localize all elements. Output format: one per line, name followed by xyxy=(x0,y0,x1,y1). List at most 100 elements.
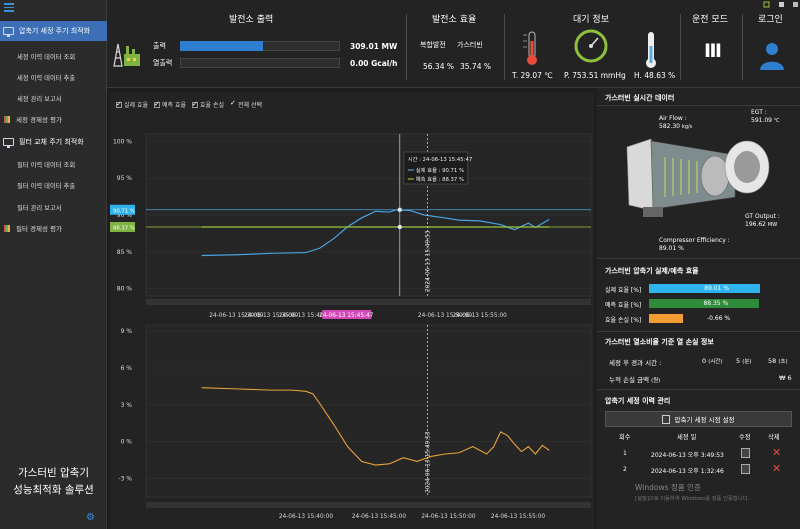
chart-2-y-tick: 0 % xyxy=(121,439,133,446)
humidity-icon xyxy=(646,32,656,68)
eff-row-bar xyxy=(649,314,683,323)
close-icon[interactable] xyxy=(792,1,799,8)
nav-item-wash-economics[interactable]: 세정 경제성 평가 xyxy=(4,114,62,124)
eff-row-bar xyxy=(649,299,760,308)
chart-2-x-tick: 24-06-13 15:55:00 xyxy=(491,514,546,520)
nav-item-wash-history-export[interactable]: 세정 이력 데이터 추출 xyxy=(17,75,76,82)
row-2-edit-icon[interactable] xyxy=(741,464,750,474)
nav-item-wash-history-view[interactable]: 세정 이력 데이터 조회 xyxy=(17,54,76,61)
series-toggle-row: 실제 효율 예측 효율 효율 손실 전체 선택 xyxy=(116,99,262,110)
eff-cc-label: 복합발전 xyxy=(420,41,446,49)
header-divider xyxy=(406,14,407,80)
heat-output-label: 열출력 xyxy=(153,59,173,67)
chart-1-y-marker-predict: 88.37 % xyxy=(113,226,135,232)
section-divider xyxy=(597,331,800,332)
cumulative-loss-value: ₩ 6 xyxy=(779,374,792,382)
brand-title: 가스터빈 압축기 성능최적화 솔루션 xyxy=(0,465,107,499)
chart-1-x-tick: 24-06-13 15:35:00 xyxy=(244,313,299,319)
menu-icon[interactable] xyxy=(4,3,14,12)
elapsed-label: 세정 후 경과 시간 : xyxy=(609,359,662,367)
eff-row-label: 예측 효율 [%] xyxy=(605,302,642,309)
chart-1-x-marker: 24-06-13 15:45:47 xyxy=(319,313,374,319)
nav-item-label: 세정 경제성 평가 xyxy=(16,116,62,124)
mode-value: Ⅲ xyxy=(704,40,722,62)
chart-1-x-tick: 24-06-13 15:55:00 xyxy=(453,313,508,319)
nav-group-compressor-wash[interactable]: 압축기 세정 주기 최적화 xyxy=(0,21,107,41)
egt-label: EGT : 591.09 ℃ xyxy=(751,109,780,124)
thermometer-icon xyxy=(523,31,537,65)
realtime-title: 가스터빈 실시간 데이터 xyxy=(605,94,675,102)
chart-2-y-tick: -3 % xyxy=(118,476,132,483)
row-2-date: 2024-06-13 오후 1:32:46 xyxy=(651,468,724,475)
chart-1-x-tick: 24-06-13 15:40:00 xyxy=(279,313,334,319)
nav-item-filter-history-export[interactable]: 필터 이력 데이터 추출 xyxy=(17,183,76,190)
chart-2-y-tick: 6 % xyxy=(121,365,133,372)
minimize-icon[interactable] xyxy=(763,1,770,8)
chart-2-scrollbar xyxy=(146,502,591,508)
checkbox-efficiency-loss[interactable]: 효율 손실 xyxy=(192,100,224,109)
series-actual-efficiency xyxy=(201,209,550,257)
chart-2-y-tick: 9 % xyxy=(121,328,133,335)
section-divider xyxy=(597,105,800,106)
nav-group-filter-replace[interactable]: 필터 교체 주기 최적화 xyxy=(0,132,107,152)
efficiency-charts[interactable]: 100 % 95 % 90 % 85 % 80 % 90.71 % 88.37 % 2024-… xyxy=(110,92,594,529)
output-label: 출력 xyxy=(153,42,166,50)
eff-row-value: 89.01 % xyxy=(704,285,730,292)
efficiency-chart-panel: 실제 효율 예측 효율 효율 손실 전체 선택 100 % 95 % 90 % 85 … xyxy=(110,92,594,529)
eff-row-value: -0.66 % xyxy=(707,315,731,322)
power-plant-icon xyxy=(113,43,140,67)
cumulative-loss-label: 누적 손실 금액 (원) xyxy=(609,376,661,384)
gt-output-label: GT Output : 196.62 MW xyxy=(745,213,780,228)
checkbox-select-all[interactable]: 전체 선택 xyxy=(230,99,262,110)
checkbox-actual-efficiency[interactable]: 실제 효율 xyxy=(116,100,148,109)
nav-item-filter-economics[interactable]: 필터 경제성 평가 xyxy=(4,223,62,233)
chart-1-y-marker-actual: 90.71 % xyxy=(113,208,135,214)
sidebar: 압축기 세정 주기 최적화 세정 이력 데이터 조회 세정 이력 데이터 추출 … xyxy=(0,0,107,529)
login-title: 로그인 xyxy=(758,15,783,25)
nav-item-filter-history-view[interactable]: 필터 이력 데이터 조회 xyxy=(17,162,76,169)
eff-row-label: 효율 손실 [%] xyxy=(605,317,642,324)
eff-row-label: 실제 효율 [%] xyxy=(605,287,642,294)
row-1-date: 2024-06-13 오후 3:49:53 xyxy=(651,452,724,459)
output-value: 309.01 MW xyxy=(350,42,398,51)
chart-1-x-tick: 24-06-13 15:50:00 xyxy=(418,313,473,319)
egt-value: 591.09 xyxy=(751,117,772,124)
nav-item-wash-report[interactable]: 세정 관리 보고서 xyxy=(17,96,62,103)
row-2-count: 2 xyxy=(623,466,627,473)
nav-group-label: 압축기 세정 주기 최적화 xyxy=(19,27,91,35)
tooltip-predict: 예측 효율 : 88.37 % xyxy=(416,175,464,183)
chart-2-x-tick: 24-06-13 15:45:00 xyxy=(352,514,407,520)
header-divider xyxy=(504,14,505,80)
monitor-icon xyxy=(3,138,14,148)
humidity-value: H. 48.63 % xyxy=(634,71,676,80)
tooltip-time: 시간 : 24-06-13 15:45:47 xyxy=(408,156,472,163)
header-bar: 발전소 출력 출력 열출력 309.01 MW 0.00 Gcal/h 발전소 … xyxy=(107,0,800,88)
col-delete: 삭제 xyxy=(768,434,780,441)
output-bar-fill xyxy=(180,41,264,51)
nav-item-filter-report[interactable]: 필터 관리 보고서 xyxy=(17,205,62,212)
row-1-delete-icon[interactable]: ✕ xyxy=(772,446,782,459)
checkbox-predicted-efficiency[interactable]: 예측 효율 xyxy=(154,100,186,109)
user-icon[interactable] xyxy=(758,40,786,70)
chart-1-wash-line-label: 2024-06-13 15:49:53 xyxy=(426,230,432,292)
mode-title: 운전 모드 xyxy=(692,15,728,25)
chart-1-y-tick: 95 % xyxy=(117,175,133,182)
set-wash-time-button[interactable]: 압축기 세정 시점 설정 xyxy=(605,411,792,427)
chart-2-plot-area xyxy=(145,324,592,498)
efficiency-title: 발전소 효율 xyxy=(432,15,477,25)
eff-row-value: 88.35 % xyxy=(703,300,729,307)
efficiency-section-title: 가스터빈 압축기 실제/예측 효율 xyxy=(605,267,699,275)
gear-icon[interactable]: ⚙ xyxy=(86,512,95,523)
chart-1-y-tick: 100 % xyxy=(113,138,132,145)
output-title: 발전소 출력 xyxy=(229,15,274,25)
maximize-icon[interactable] xyxy=(778,1,785,8)
row-2-delete-icon[interactable]: ✕ xyxy=(772,462,782,475)
row-1-edit-icon[interactable] xyxy=(741,448,750,458)
chart-2-x-tick: 24-06-13 15:50:00 xyxy=(421,514,476,520)
header-divider xyxy=(680,14,681,80)
brand-line-1: 가스터빈 압축기 xyxy=(18,467,89,479)
chart-1-y-marker-actual-bg xyxy=(110,204,135,215)
chart-icon xyxy=(4,115,10,123)
chart-2-x-tick: 24-06-13 15:40:00 xyxy=(279,514,334,520)
